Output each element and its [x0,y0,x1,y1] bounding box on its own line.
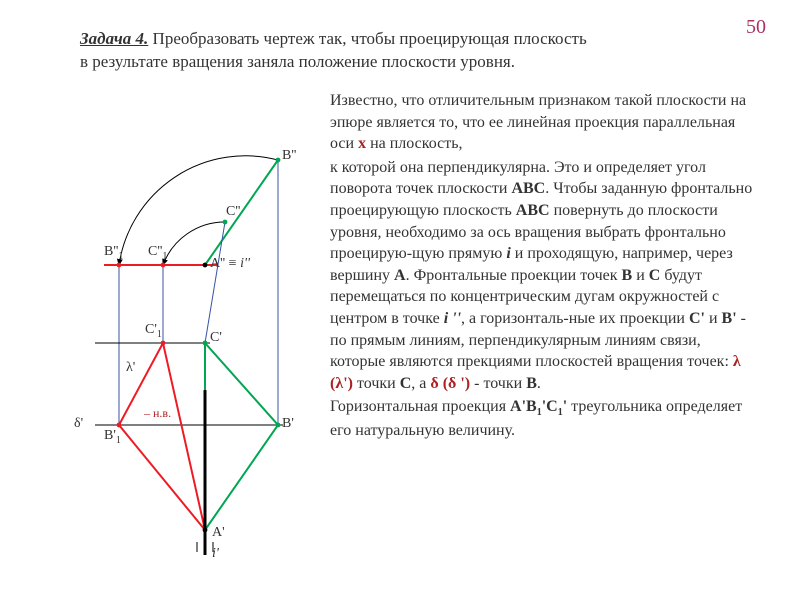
lbl-ip: i' [212,546,219,562]
t-C2: C [400,375,412,392]
t: на плоскость, [366,135,462,152]
lbl-Bf: B'' [282,148,296,164]
t: и [632,267,649,284]
lbl-lambda: λ' [126,360,135,376]
lbl-Bp: B' [282,416,294,432]
t: - точки [470,375,526,392]
t-x: x [358,135,366,152]
t: точки [353,375,400,392]
t: Горизонтальная проекция [330,398,510,415]
frontal-green [205,160,278,265]
t-Cp: C' [689,310,705,327]
diagram: B'' C'' B''1 C''1 A'' ≡ i'' C' C'1 B' B'… [50,130,320,530]
lbl-Af: A'' ≡ i'' [210,256,250,272]
t-Bp: B' [722,310,737,327]
t-A: A [394,267,406,284]
tri-green [205,343,278,530]
t-B2: B [526,375,537,392]
t-B: B [622,267,633,284]
lbl-nv: – н.в. [144,406,171,421]
lbl-B1f: B''1 [104,244,123,262]
lbl-Ap: A' [212,525,225,541]
problem-statement: Задача 4. Преобразовать чертеж так, чтоб… [80,28,680,74]
t-tri: 'C [542,398,558,415]
explanation-text: Известно, что отличительным признаком та… [330,90,760,444]
diagram-svg [50,130,320,560]
lbl-Cp: C' [210,330,222,346]
t: и [705,310,722,327]
problem-line2: в результате вращения заняла положение п… [80,52,515,71]
lbl-delta: δ' [74,416,83,432]
problem-title: Задача 4. [80,29,148,48]
t-abc: ABC [511,180,545,197]
t-ipp: i '' [444,310,461,327]
lbl-B1p: B'1 [104,428,121,446]
t-C: C [649,267,661,284]
t-tri: A'B [510,398,537,415]
page-number: 50 [746,16,766,39]
t: , а [411,375,430,392]
lbl-C1p: C'1 [145,322,162,340]
t: . Фронтальные проекции точек [406,267,622,284]
problem-line1: Преобразовать чертеж так, чтобы проециру… [153,29,587,48]
lbl-Cf: C'' [226,204,240,220]
t-abc: ABC [516,202,550,219]
arc-B [119,156,278,265]
proj-link [205,222,225,343]
t: . [537,375,541,392]
lbl-C1f: C''1 [148,244,167,262]
t: , а горизонталь-ные их проекции [461,310,689,327]
t-del: δ (δ ') [430,375,470,392]
